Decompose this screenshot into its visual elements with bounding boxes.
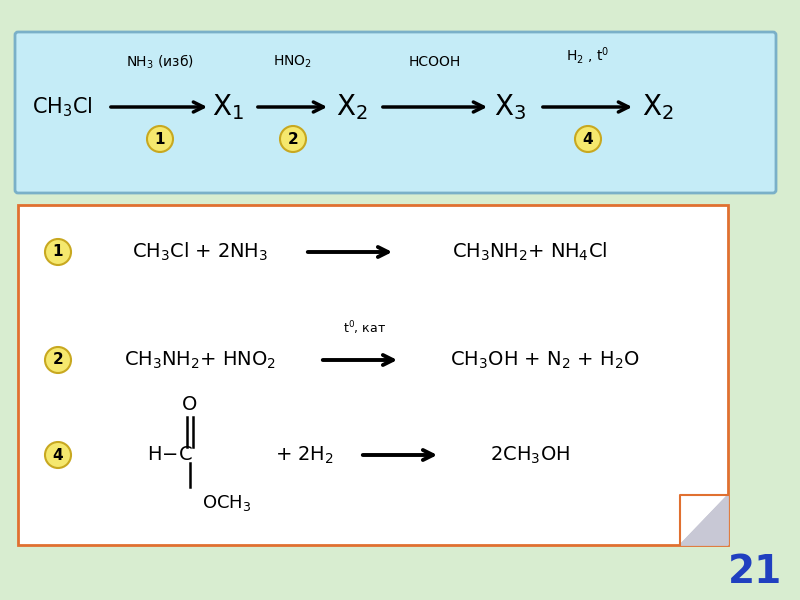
Text: X$_3$: X$_3$ [494, 92, 526, 122]
Polygon shape [680, 495, 728, 545]
Text: 2: 2 [53, 352, 63, 367]
Text: O: O [182, 395, 198, 415]
Circle shape [575, 126, 601, 152]
Text: 21: 21 [728, 553, 782, 591]
Text: OCH$_3$: OCH$_3$ [202, 493, 251, 513]
Text: $+$ 2H$_2$: $+$ 2H$_2$ [275, 445, 334, 466]
Circle shape [147, 126, 173, 152]
Text: 4: 4 [582, 131, 594, 146]
Text: NH$_3$ (изб): NH$_3$ (изб) [126, 53, 194, 71]
Polygon shape [680, 495, 728, 545]
Text: 1: 1 [53, 245, 63, 259]
Text: 1: 1 [154, 131, 166, 146]
Text: X$_2$: X$_2$ [336, 92, 368, 122]
Circle shape [45, 347, 71, 373]
Text: H$_2$ , t$^0$: H$_2$ , t$^0$ [566, 44, 610, 65]
Text: 2: 2 [288, 131, 298, 146]
Circle shape [45, 239, 71, 265]
Circle shape [45, 442, 71, 468]
Text: CH$_3$NH$_2$+ HNO$_2$: CH$_3$NH$_2$+ HNO$_2$ [124, 349, 276, 371]
Text: X$_2$: X$_2$ [642, 92, 674, 122]
Text: CH$_3$NH$_2$+ NH$_4$Cl: CH$_3$NH$_2$+ NH$_4$Cl [452, 241, 608, 263]
Text: CH$_3$OH + N$_2$ + H$_2$O: CH$_3$OH + N$_2$ + H$_2$O [450, 349, 640, 371]
Text: 4: 4 [53, 448, 63, 463]
Text: CH$_3$Cl + 2NH$_3$: CH$_3$Cl + 2NH$_3$ [132, 241, 268, 263]
Text: 2CH$_3$OH: 2CH$_3$OH [490, 445, 570, 466]
FancyBboxPatch shape [15, 32, 776, 193]
FancyBboxPatch shape [18, 205, 728, 545]
Text: HNO$_2$: HNO$_2$ [274, 54, 313, 70]
Text: X$_1$: X$_1$ [212, 92, 244, 122]
Text: t$^0$, кат: t$^0$, кат [343, 319, 386, 337]
Text: HCOOH: HCOOH [409, 55, 461, 69]
Text: CH$_3$Cl: CH$_3$Cl [31, 95, 93, 119]
Circle shape [280, 126, 306, 152]
Text: H$-$C: H$-$C [147, 445, 193, 464]
